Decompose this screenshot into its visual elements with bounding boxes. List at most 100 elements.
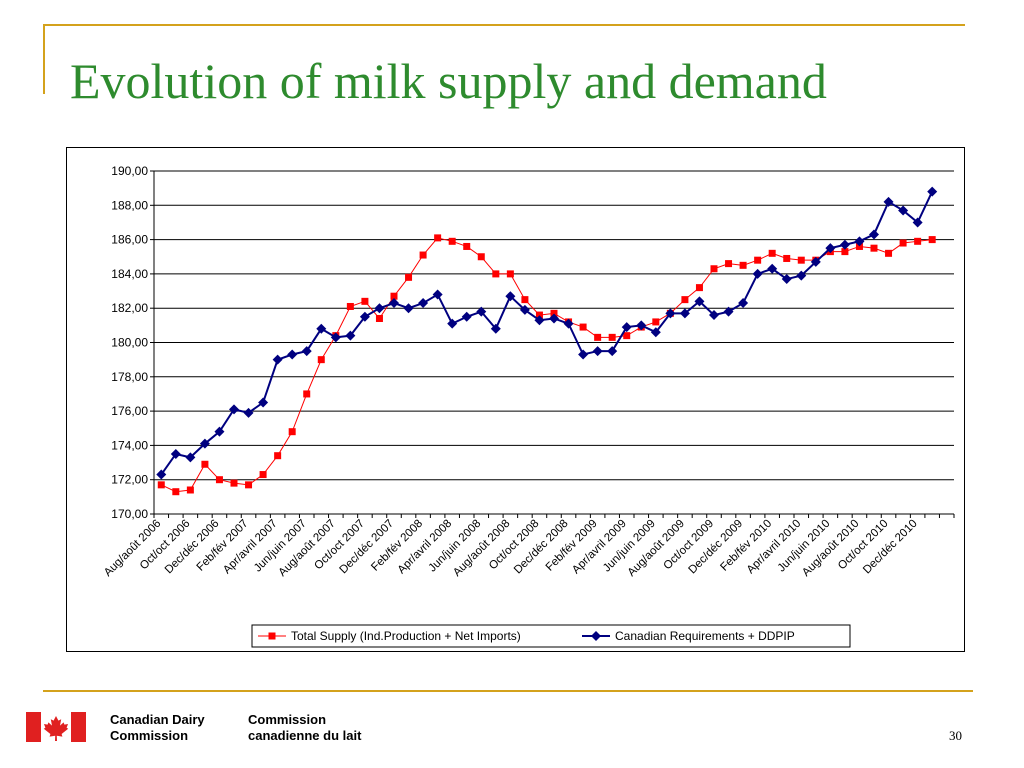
data-point bbox=[434, 234, 442, 242]
data-point bbox=[272, 354, 283, 365]
org-name-english: Canadian Dairy Commission bbox=[110, 712, 205, 744]
data-point bbox=[710, 265, 718, 273]
data-point bbox=[419, 251, 427, 259]
y-tick-label: 170,00 bbox=[111, 507, 148, 521]
org-name-french: Commission canadienne du lait bbox=[248, 712, 361, 744]
data-point bbox=[186, 486, 194, 494]
y-tick-label: 172,00 bbox=[111, 473, 148, 487]
data-point bbox=[521, 296, 529, 304]
title-frame-left-rule bbox=[43, 24, 45, 94]
legend-swatch-marker bbox=[591, 631, 601, 641]
data-point bbox=[681, 296, 689, 304]
data-point bbox=[665, 308, 676, 319]
data-point bbox=[375, 314, 383, 322]
data-point bbox=[927, 186, 938, 197]
data-point bbox=[914, 237, 922, 245]
page-number: 30 bbox=[949, 728, 962, 743]
legend-swatch-marker bbox=[268, 632, 276, 640]
data-point bbox=[623, 332, 631, 340]
data-point bbox=[797, 256, 805, 264]
data-point bbox=[752, 268, 763, 279]
data-point bbox=[259, 471, 267, 479]
data-point bbox=[201, 460, 209, 468]
canada-flag-logo bbox=[26, 712, 86, 742]
org-name-french-line-2: canadienne du lait bbox=[248, 728, 362, 743]
data-point bbox=[405, 273, 413, 281]
data-point bbox=[359, 311, 370, 322]
data-point bbox=[390, 292, 398, 300]
chart-gridlines bbox=[154, 170, 954, 515]
data-point bbox=[461, 311, 472, 322]
org-name-french-line-1: Commission bbox=[248, 712, 327, 727]
data-point bbox=[854, 236, 865, 247]
data-point bbox=[490, 323, 501, 334]
data-point bbox=[563, 318, 574, 329]
y-tick-label: 182,00 bbox=[111, 301, 148, 315]
data-point bbox=[870, 244, 878, 252]
data-point bbox=[694, 296, 705, 307]
slide-title: Evolution of milk supply and demand bbox=[70, 53, 827, 109]
data-point bbox=[754, 256, 762, 264]
data-point bbox=[303, 390, 311, 398]
data-point bbox=[245, 481, 253, 489]
data-point bbox=[157, 481, 165, 489]
data-point bbox=[578, 349, 589, 360]
data-point bbox=[448, 237, 456, 245]
data-point bbox=[650, 327, 661, 338]
data-point bbox=[549, 313, 559, 324]
data-point bbox=[621, 322, 632, 333]
data-point bbox=[274, 452, 282, 460]
org-name-english-line-2: Commission bbox=[110, 728, 189, 743]
data-point bbox=[725, 260, 733, 268]
series-line bbox=[160, 191, 934, 476]
data-point bbox=[361, 297, 369, 305]
footer-rule bbox=[43, 690, 973, 692]
data-point bbox=[550, 309, 558, 317]
y-tick-label: 184,00 bbox=[111, 267, 148, 281]
data-point bbox=[695, 284, 703, 292]
data-point bbox=[607, 346, 618, 357]
chart-legend: Total Supply (Ind.Production + Net Impor… bbox=[251, 624, 851, 648]
data-point bbox=[738, 298, 749, 309]
data-point bbox=[374, 303, 385, 314]
data-point bbox=[447, 318, 458, 329]
data-point bbox=[477, 253, 485, 261]
data-point bbox=[330, 332, 341, 343]
chart-frame bbox=[66, 147, 965, 652]
x-tick-label: Dec/déc 2010 bbox=[861, 518, 920, 577]
data-point bbox=[767, 263, 778, 274]
data-point bbox=[519, 304, 530, 315]
legend-box bbox=[251, 624, 851, 648]
org-name-english-line-1: Canadian Dairy bbox=[110, 712, 205, 727]
data-point bbox=[652, 318, 660, 326]
data-point bbox=[608, 333, 616, 341]
data-point bbox=[418, 298, 429, 309]
data-point bbox=[301, 346, 312, 357]
data-point bbox=[243, 407, 254, 418]
legend-label: Total Supply (Ind.Production + Net Impor… bbox=[291, 629, 521, 643]
data-point bbox=[796, 270, 807, 281]
data-point bbox=[505, 291, 516, 302]
data-point bbox=[768, 249, 776, 257]
legend-label: Canadian Requirements + DDPIP bbox=[615, 629, 795, 643]
data-point bbox=[898, 205, 909, 216]
title-frame-top-rule bbox=[43, 24, 965, 26]
data-point bbox=[928, 236, 936, 244]
data-point bbox=[825, 243, 836, 254]
data-point bbox=[476, 306, 487, 317]
data-point bbox=[781, 274, 792, 285]
data-point bbox=[912, 217, 923, 228]
data-point bbox=[258, 397, 269, 408]
data-point bbox=[156, 469, 167, 480]
data-point bbox=[432, 289, 443, 300]
data-point bbox=[579, 323, 587, 331]
data-point bbox=[346, 302, 354, 310]
data-point bbox=[172, 488, 180, 496]
data-point bbox=[345, 330, 356, 341]
data-point bbox=[215, 476, 223, 484]
data-point bbox=[170, 448, 181, 459]
data-point bbox=[883, 196, 894, 207]
data-point bbox=[288, 428, 296, 436]
y-tick-label: 174,00 bbox=[111, 438, 148, 452]
data-point bbox=[534, 315, 545, 326]
